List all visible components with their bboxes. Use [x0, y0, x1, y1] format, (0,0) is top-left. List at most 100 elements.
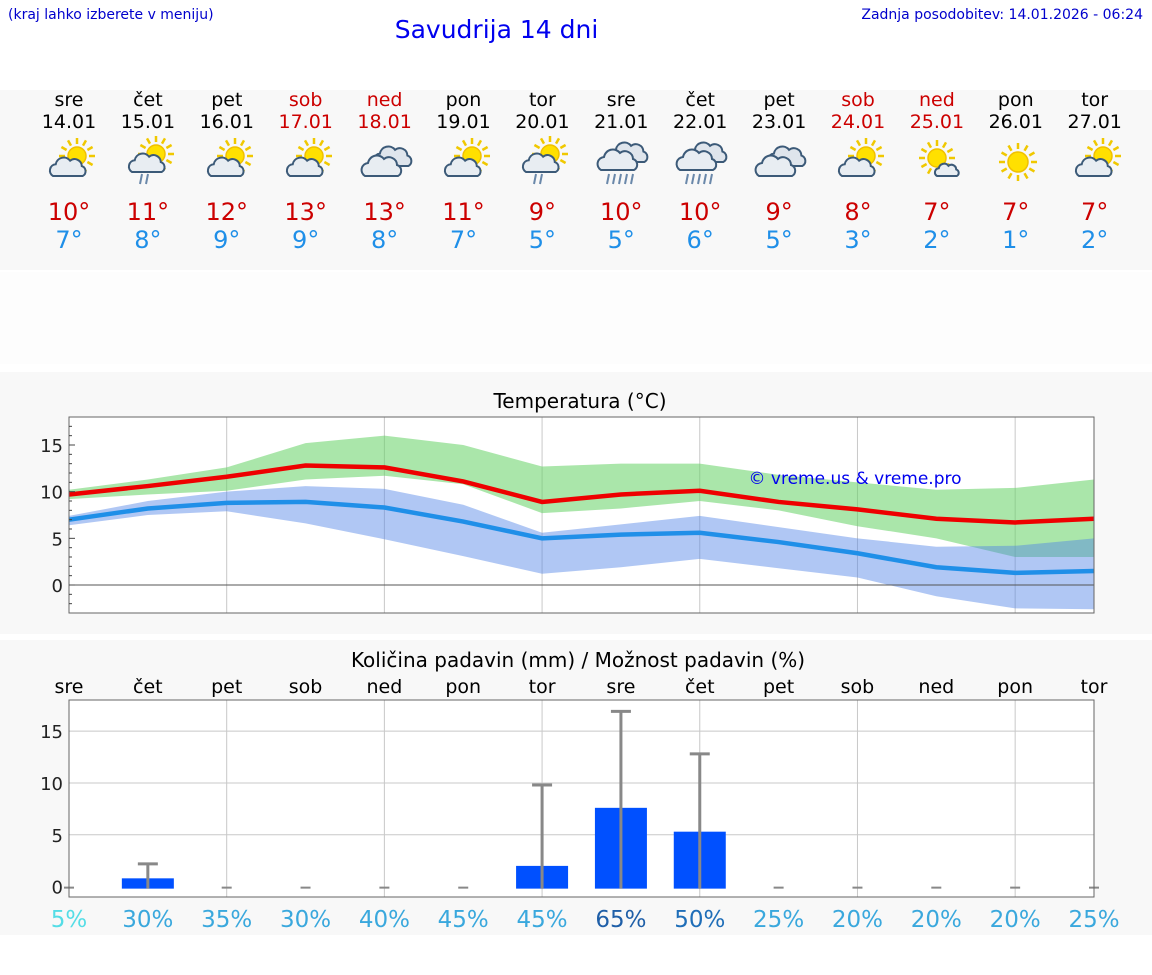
day-header: tor 27.01 [1056, 89, 1134, 133]
min-temp: 5° [765, 226, 793, 254]
day-date: 23.01 [751, 111, 807, 133]
max-temp: 9° [765, 198, 793, 226]
min-temp: 7° [55, 226, 83, 254]
max-temp: 7° [1081, 198, 1109, 226]
sun-cloud-icon [48, 138, 95, 177]
precip-y-tick-label: 15 [40, 722, 63, 743]
temperature-plot-frame [68, 416, 1095, 614]
max-temp: 8° [844, 198, 872, 226]
precip-day-label: sre [55, 676, 84, 698]
day-header: tor 20.01 [503, 89, 581, 133]
min-temp: 2° [923, 226, 951, 254]
day-header: čet 22.01 [661, 89, 739, 133]
sun-cloud-rain-icon [127, 136, 174, 185]
location-hint-link[interactable]: (kraj lahko izberete v meniju) [8, 7, 214, 23]
precip-y-tick-label: 5 [52, 826, 63, 847]
max-temp: 11° [442, 198, 485, 226]
day-name: pon [445, 89, 482, 111]
day-name: sre [606, 89, 636, 111]
day-header: pet 16.01 [188, 89, 266, 133]
cloudy-icon [754, 145, 807, 177]
day-header: sob 17.01 [267, 89, 345, 133]
max-temp-line [68, 463, 1095, 525]
day-header: ned 25.01 [898, 89, 976, 133]
day-name: čet [685, 89, 715, 111]
precip-probability: 20% [911, 907, 962, 933]
precip-day-label: pet [211, 676, 242, 698]
precip-day-label: ned [366, 676, 402, 698]
precip-probability: 25% [1068, 907, 1119, 933]
precipitation-chart-title: Količina padavin (mm) / Možnost padavin … [351, 648, 805, 672]
cloud-heavy-rain-icon [675, 141, 728, 185]
day-header: sob 24.01 [819, 89, 897, 133]
watermark: © vreme.us & vreme.pro [748, 469, 961, 489]
day-name: pet [211, 89, 243, 111]
sun-cloud-icon [285, 138, 332, 177]
day-header: pon 19.01 [425, 89, 503, 133]
min-temp: 8° [370, 226, 399, 254]
precip-probability: 20% [832, 907, 883, 933]
day-name: čet [133, 89, 163, 111]
day-name: sre [54, 89, 84, 111]
max-temp: 10° [600, 198, 643, 226]
precip-probability: 30% [280, 907, 331, 933]
day-date: 15.01 [120, 111, 176, 133]
day-name: pet [763, 89, 795, 111]
page-title: Savudrija 14 dni [394, 15, 599, 44]
day-name: tor [528, 89, 556, 111]
precip-day-label: pet [763, 676, 794, 698]
precip-probability: 40% [359, 907, 410, 933]
day-header: pon 26.01 [977, 89, 1055, 133]
max-temp: 7° [1002, 198, 1030, 226]
day-date: 26.01 [988, 111, 1043, 133]
precip-day-label: pon [445, 676, 481, 698]
sun-cloud-icon [837, 138, 884, 177]
day-date: 22.01 [672, 111, 728, 133]
precip-day-label: tor [1081, 676, 1108, 698]
spacer-band [0, 272, 1152, 364]
precip-probability: 35% [201, 907, 252, 933]
precip-day-label: čet [133, 676, 163, 698]
max-temp: 13° [284, 198, 327, 226]
min-temp: 8° [134, 226, 162, 254]
day-date: 27.01 [1067, 111, 1122, 133]
max-temp: 10° [47, 198, 91, 226]
max-temp: 7° [923, 198, 951, 226]
precip-day-label: sob [289, 676, 323, 698]
day-header: sre 14.01 [30, 89, 108, 133]
min-temp: 1° [1002, 226, 1030, 254]
min-temp: 9° [292, 226, 320, 254]
day-name: ned [918, 89, 955, 111]
day-date: 16.01 [199, 111, 254, 133]
min-temp: 5° [607, 226, 635, 254]
precip-probability: 45% [517, 907, 568, 933]
precip-day-label: tor [529, 676, 556, 698]
min-temp-line [68, 499, 1095, 576]
day-name: ned [366, 89, 403, 111]
cloudy-icon [360, 145, 412, 177]
temperature-y-tick-label: 0 [52, 576, 63, 597]
sun-cloud-icon [206, 138, 253, 177]
day-header: sre 21.01 [582, 89, 660, 133]
day-header: čet 15.01 [109, 89, 187, 133]
forecast-band [0, 90, 1152, 270]
precip-day-label: ned [918, 676, 954, 698]
precip-day-label: pon [997, 676, 1033, 698]
day-date: 21.01 [594, 111, 649, 133]
day-date: 18.01 [357, 111, 412, 133]
precip-probability: 5% [51, 907, 88, 933]
sun-cloud-rain-icon [522, 136, 569, 185]
day-date: 14.01 [41, 111, 97, 133]
temperature-chart-title: Temperatura (°C) [492, 389, 666, 413]
precip-probability: 20% [990, 907, 1041, 933]
day-name: sob [841, 89, 875, 111]
last-updated: Zadnja posodobitev: 14.01.2026 - 06:24 [861, 7, 1143, 23]
temperature-chart: Temperatura (°C) 0 5 10 15 © vreme.us & vreme… [40, 389, 1095, 614]
day-date: 25.01 [909, 111, 965, 133]
day-date: 17.01 [278, 111, 333, 133]
sun-icon [998, 143, 1037, 181]
max-temp: 13° [363, 198, 406, 226]
day-header: ned 18.01 [346, 89, 424, 133]
precip-day-label: sob [841, 676, 875, 698]
max-temp: 11° [126, 198, 170, 226]
